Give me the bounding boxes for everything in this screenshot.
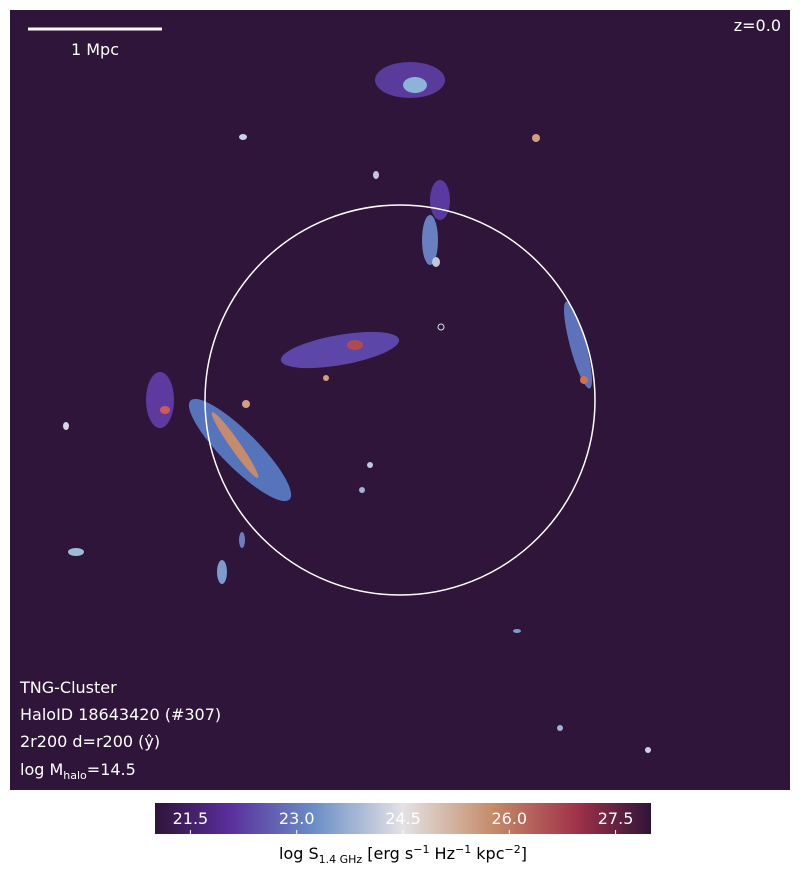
- sim-name: TNG-Cluster: [19, 678, 117, 697]
- colorbar-tick-label: 24.5: [385, 809, 421, 828]
- colorbar-label-part: [erg s: [362, 844, 413, 863]
- colorbar-label-part: Hz: [429, 844, 455, 863]
- mass-text: =14.5: [87, 760, 136, 779]
- emission-blobs: [63, 62, 651, 753]
- halo-mass: log Mhalo=14.5: [20, 760, 136, 782]
- colorbar-label-part: −1: [455, 843, 471, 856]
- colorbar-label-part: log S: [279, 844, 319, 863]
- mass-text: log M: [20, 760, 63, 779]
- colorbar-tick-label: 26.0: [491, 809, 527, 828]
- scale-bar-label: 1 Mpc: [71, 40, 119, 59]
- colorbar-tick-label: 27.5: [598, 809, 634, 828]
- projection: 2r200 d=r200 (ŷ): [20, 732, 160, 751]
- colorbar: [155, 803, 651, 834]
- r200-circle: [204, 204, 596, 596]
- map-background: [10, 10, 790, 790]
- halo-id: HaloID 18643420 (#307): [20, 705, 221, 724]
- colorbar-label: log S1.4 GHz [erg s−1 Hz−1 kpc−2]: [279, 843, 527, 866]
- colorbar-label-part: kpc: [471, 844, 504, 863]
- colorbar-label-part: −2: [505, 843, 521, 856]
- colorbar-label-part: 1.4 GHz: [319, 853, 363, 866]
- colorbar-tick-label: 21.5: [173, 809, 209, 828]
- colorbar-label-part: −1: [413, 843, 429, 856]
- mass-sub: halo: [63, 769, 87, 782]
- colorbar-label-part: ]: [521, 844, 527, 863]
- colorbar-tick-label: 23.0: [279, 809, 315, 828]
- redshift: z=0.0: [734, 16, 781, 35]
